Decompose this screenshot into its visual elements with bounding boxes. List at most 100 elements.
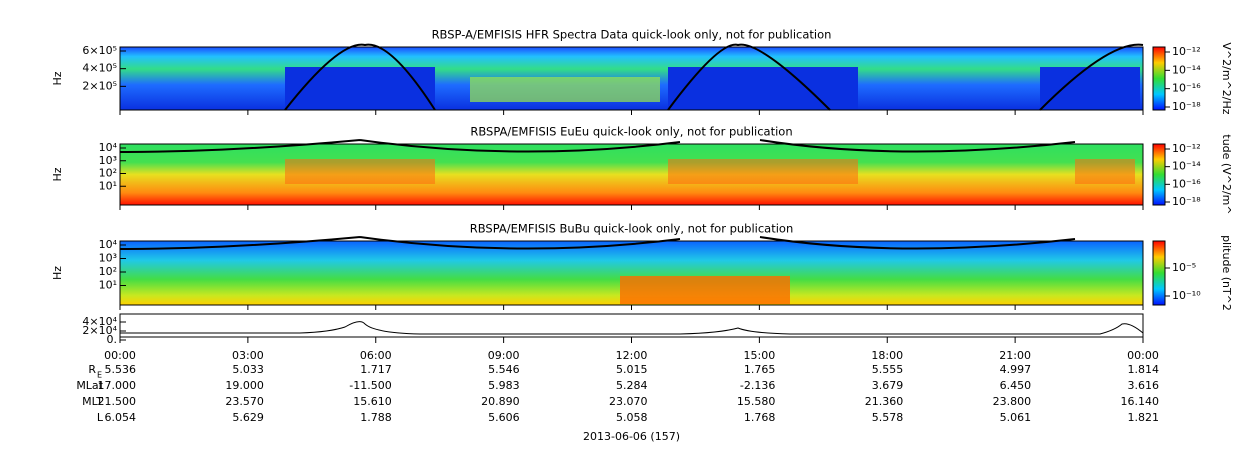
ephemeris-value: 17.000 bbox=[98, 379, 137, 392]
y-tick-label: 10¹ bbox=[99, 179, 117, 192]
ephemeris-label: MLT bbox=[82, 395, 103, 408]
y-tick-label: 10⁴ bbox=[99, 238, 118, 251]
colorbar-tick-label: 10⁻¹⁴ bbox=[1172, 160, 1201, 173]
colorbar-tick-label: 10⁻⁵ bbox=[1172, 261, 1196, 274]
spectrogram-region bbox=[668, 159, 858, 184]
ephemeris-value: 5.578 bbox=[872, 411, 904, 424]
ephemeris-label: MLat bbox=[76, 379, 103, 392]
spectrogram bbox=[120, 144, 1143, 205]
y-axis-label: Hz bbox=[51, 167, 64, 181]
ephemeris-value: 5.061 bbox=[1000, 411, 1032, 424]
ephemeris-value: 5.606 bbox=[488, 411, 520, 424]
ephemeris-value: 5.015 bbox=[616, 363, 648, 376]
curve bbox=[119, 139, 1076, 153]
ephemeris-value: 6.450 bbox=[1000, 379, 1032, 392]
colorbar-tick-label: 10⁻¹⁸ bbox=[1172, 195, 1201, 208]
ephemeris-value: 5.629 bbox=[232, 411, 264, 424]
y-tick-label: 4×10⁵ bbox=[82, 62, 117, 75]
spectrogram-region bbox=[1075, 159, 1135, 184]
ephemeris-value: 1.788 bbox=[360, 411, 392, 424]
x-tick-label: 15:00 bbox=[744, 349, 776, 362]
colorbar bbox=[1152, 46, 1166, 111]
ephemeris-value: 3.616 bbox=[1128, 379, 1160, 392]
ephemeris-value: -2.136 bbox=[740, 379, 775, 392]
y-tick-label: 4×10⁴ bbox=[82, 315, 117, 328]
x-tick-label: 21:00 bbox=[999, 349, 1031, 362]
ephemeris-value: 5.536 bbox=[105, 363, 137, 376]
ephemeris-value: 21.360 bbox=[865, 395, 904, 408]
y-tick-label: 10⁴ bbox=[99, 141, 118, 154]
spectrogram-band bbox=[470, 77, 660, 102]
x-tick-label: 09:00 bbox=[488, 349, 520, 362]
ephemeris-label: R bbox=[88, 363, 96, 376]
y-tick-label: 10³ bbox=[99, 154, 117, 167]
y-tick-label: 6×10⁵ bbox=[82, 44, 117, 57]
ephemeris-value: 1.717 bbox=[360, 363, 392, 376]
colorbar-tick-label: 10⁻¹⁰ bbox=[1172, 289, 1201, 302]
spectrogram-region bbox=[668, 67, 858, 110]
ephemeris-value: 1.765 bbox=[744, 363, 776, 376]
ephemeris-value: 23.070 bbox=[609, 395, 648, 408]
ephemeris-value: 15.580 bbox=[737, 395, 776, 408]
ephemeris-value: 5.555 bbox=[872, 363, 904, 376]
curve bbox=[119, 236, 1076, 250]
ephemeris-value: 15.610 bbox=[353, 395, 392, 408]
spectrogram-region bbox=[1040, 67, 1140, 110]
ephemeris-value: 21.500 bbox=[98, 395, 137, 408]
x-tick-label: 06:00 bbox=[360, 349, 392, 362]
x-tick-label: 00:00 bbox=[104, 349, 136, 362]
x-tick-label: 12:00 bbox=[616, 349, 648, 362]
panel-title: RBSPA/EMFISIS EuEu quick-look only, not … bbox=[470, 125, 792, 139]
y-tick-label: 10³ bbox=[99, 252, 117, 265]
colorbar-tick-label: 10⁻¹² bbox=[1172, 142, 1201, 155]
x-tick-label: 00:00 bbox=[1127, 349, 1159, 362]
ephemeris-value: -11.500 bbox=[349, 379, 391, 392]
ephemeris-value: 5.284 bbox=[616, 379, 648, 392]
ephemeris-value: 3.679 bbox=[872, 379, 904, 392]
y-tick-label: 0. bbox=[107, 333, 118, 346]
ephemeris-value: 19.000 bbox=[225, 379, 264, 392]
y-tick-label: 10¹ bbox=[99, 279, 117, 292]
distance-line bbox=[120, 321, 1144, 335]
y-tick-label: 2×10⁴ bbox=[82, 324, 117, 337]
colorbar-tick-label: 10⁻¹⁴ bbox=[1172, 63, 1201, 76]
colorbar-label: plitude (nT^2 bbox=[1220, 235, 1233, 311]
colorbar-tick-label: 10⁻¹² bbox=[1172, 45, 1201, 58]
ephemeris-value: 20.890 bbox=[481, 395, 520, 408]
spectrogram-region bbox=[285, 159, 435, 184]
plot-area: RBSP-A/EMFISIS HFR Spectra Data quick-lo… bbox=[51, 28, 1233, 444]
ephemeris-value: 6.054 bbox=[105, 411, 137, 424]
spectrogram-region bbox=[620, 276, 790, 304]
colorbar bbox=[1152, 240, 1166, 306]
y-tick-label: 10² bbox=[99, 167, 117, 180]
ephemeris-value: 1.768 bbox=[744, 411, 776, 424]
colorbar bbox=[1152, 143, 1166, 206]
ephemeris-value: 5.546 bbox=[488, 363, 520, 376]
panel-title: RBSPA/EMFISIS BuBu quick-look only, not … bbox=[470, 222, 794, 236]
colorbar-label: tude (V^2/m^ bbox=[1220, 134, 1233, 214]
x-tick-label: 18:00 bbox=[871, 349, 903, 362]
ephemeris-value: 23.570 bbox=[225, 395, 264, 408]
colorbar-tick-label: 10⁻¹⁶ bbox=[1172, 177, 1201, 190]
colorbar-label: V^2/m^2/Hz bbox=[1220, 42, 1233, 114]
ephemeris-label: L bbox=[97, 411, 104, 424]
ephemeris-value: 16.140 bbox=[1121, 395, 1160, 408]
ephemeris-value: 23.800 bbox=[993, 395, 1032, 408]
date-label: 2013-06-06 (157) bbox=[583, 430, 680, 443]
ephemeris-label-sub: E bbox=[97, 371, 102, 380]
colorbar-tick-label: 10⁻¹⁶ bbox=[1172, 82, 1201, 95]
panel-title: RBSP-A/EMFISIS HFR Spectra Data quick-lo… bbox=[432, 28, 832, 42]
x-tick-label: 03:00 bbox=[232, 349, 264, 362]
spectrogram-region bbox=[285, 67, 435, 110]
y-axis-label: Hz bbox=[51, 71, 64, 85]
ephemeris-value: 4.997 bbox=[1000, 363, 1032, 376]
ephemeris-value: 1.814 bbox=[1128, 363, 1160, 376]
ephemeris-value: 5.033 bbox=[232, 363, 264, 376]
y-tick-label: 2×10⁵ bbox=[82, 79, 117, 92]
ephemeris-value: 5.058 bbox=[616, 411, 648, 424]
colorbar-tick-label: 10⁻¹⁸ bbox=[1172, 100, 1201, 113]
curve bbox=[284, 43, 1144, 111]
ephemeris-value: 1.821 bbox=[1128, 411, 1160, 424]
y-axis-label: Hz bbox=[51, 266, 64, 280]
